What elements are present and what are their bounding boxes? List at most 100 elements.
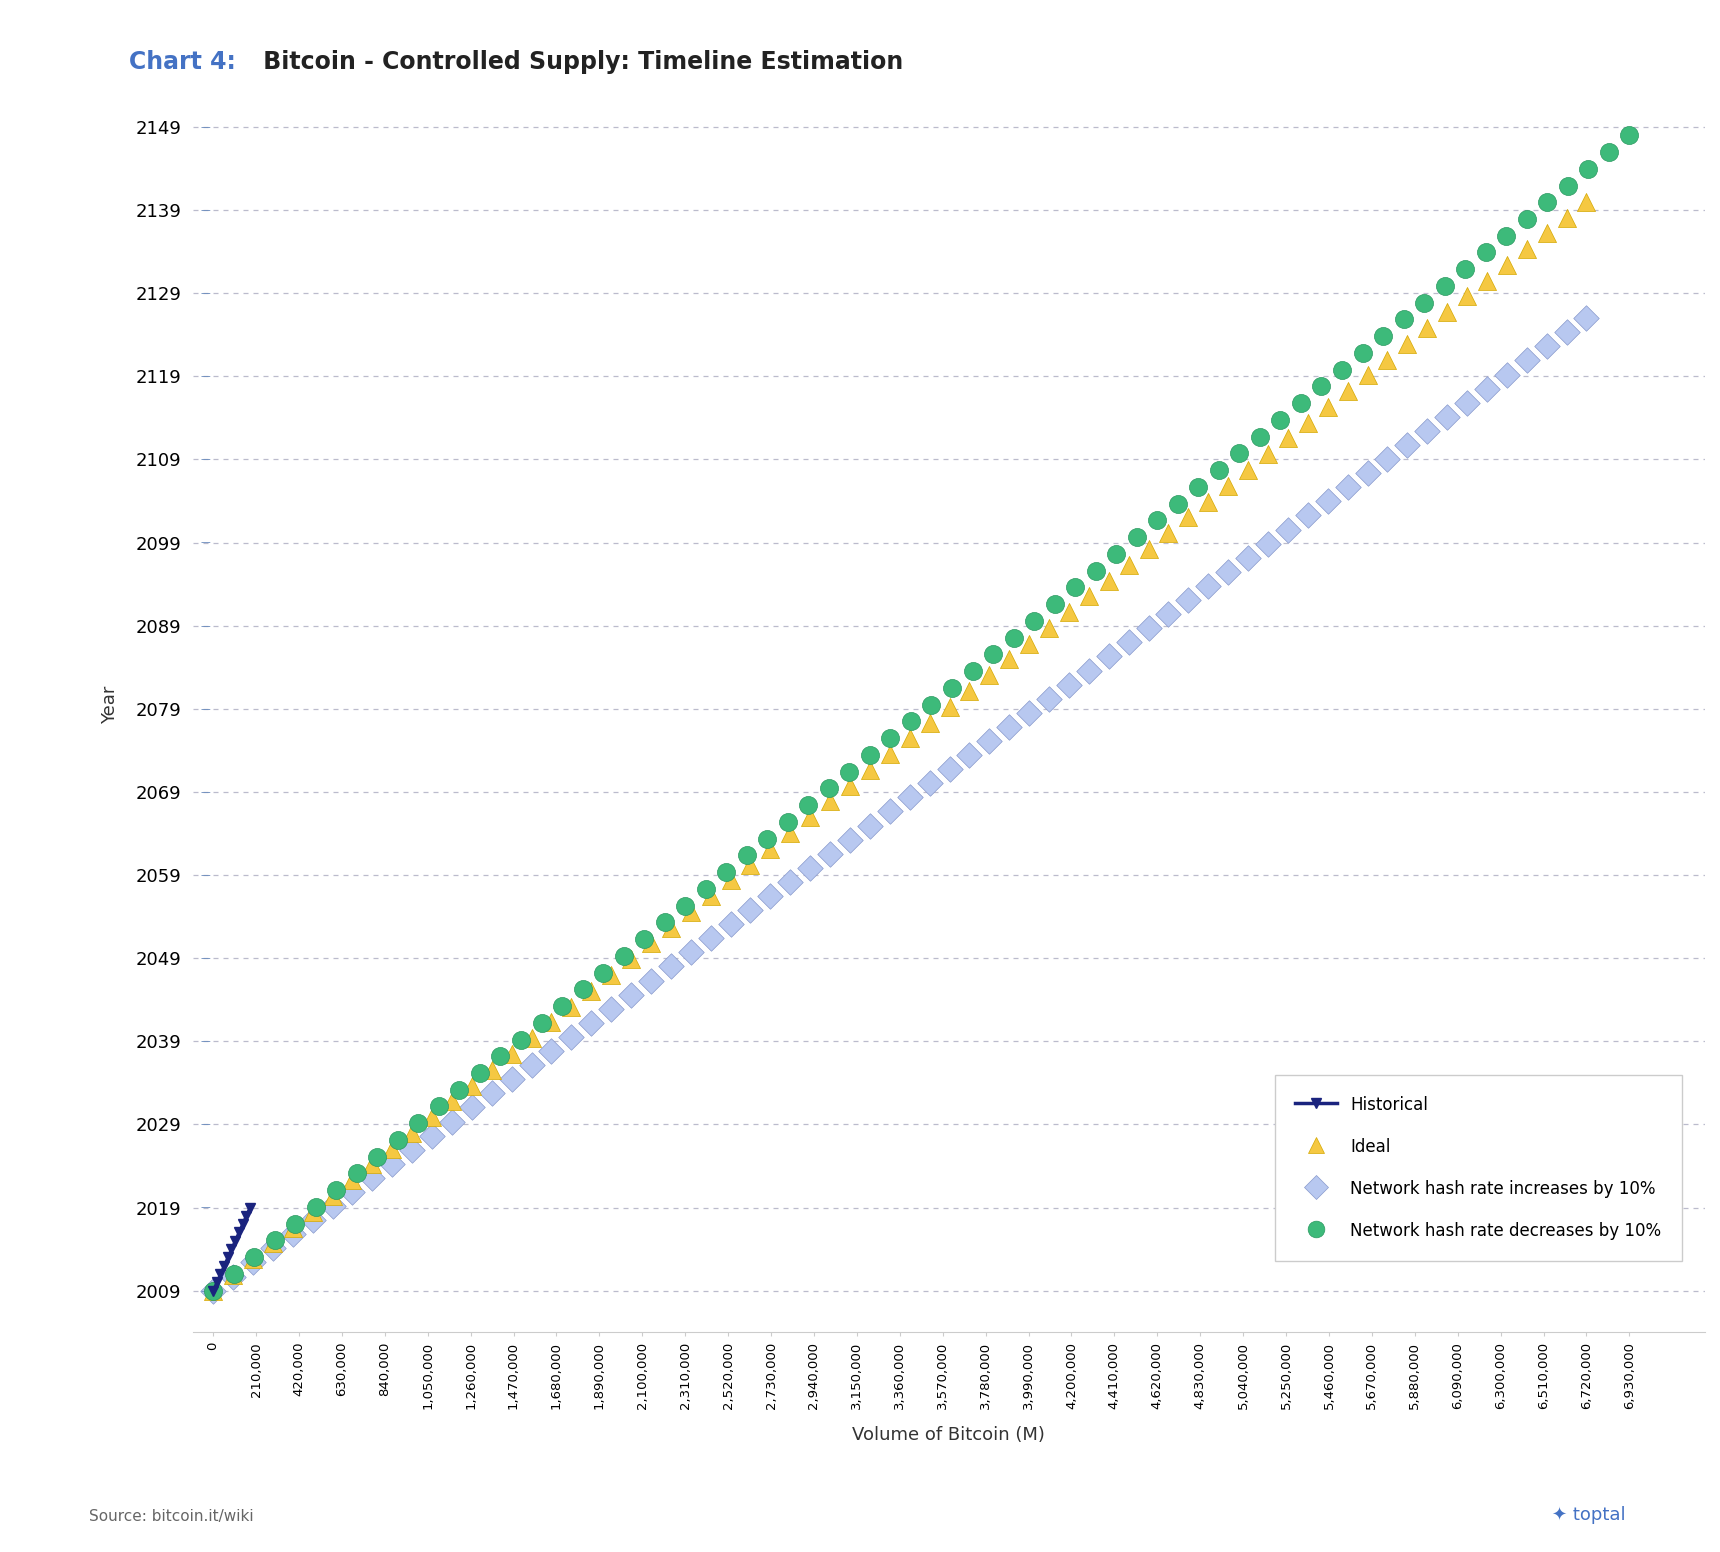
Point xyxy=(1453,284,1481,309)
Point xyxy=(399,1121,427,1145)
Text: —: — xyxy=(201,455,212,464)
Point xyxy=(796,805,824,830)
Point xyxy=(1328,357,1355,382)
Point xyxy=(1472,241,1500,265)
Point xyxy=(478,1057,506,1082)
Point xyxy=(1135,616,1163,641)
Point xyxy=(303,1195,330,1220)
Point xyxy=(1553,320,1581,345)
Point xyxy=(1103,542,1130,566)
Text: —: — xyxy=(201,1037,212,1046)
Point xyxy=(299,1207,327,1232)
Point xyxy=(363,1144,390,1169)
Text: —: — xyxy=(201,123,212,132)
Point xyxy=(1333,379,1361,404)
Point xyxy=(378,1152,406,1176)
Point xyxy=(1254,442,1281,467)
Point xyxy=(1452,256,1479,281)
Point xyxy=(717,868,745,892)
Point xyxy=(1354,363,1381,388)
Point xyxy=(1534,189,1562,214)
Point xyxy=(1115,553,1142,577)
Point xyxy=(1433,300,1460,324)
X-axis label: Volume of Bitcoin (M): Volume of Bitcoin (M) xyxy=(853,1426,1046,1443)
Point xyxy=(1247,424,1275,449)
Point xyxy=(458,1072,485,1097)
Point xyxy=(384,1128,411,1153)
Point xyxy=(650,909,678,934)
Point xyxy=(1514,206,1541,231)
Point xyxy=(1135,537,1163,562)
Point xyxy=(671,892,698,917)
Point xyxy=(1194,489,1221,514)
Text: —: — xyxy=(201,537,212,548)
Point xyxy=(339,1167,366,1192)
Point xyxy=(636,968,664,993)
Point xyxy=(1514,237,1541,262)
Point xyxy=(936,694,963,719)
Point xyxy=(877,726,905,751)
Point xyxy=(1553,205,1581,230)
Point xyxy=(875,742,903,767)
Point xyxy=(1293,503,1321,528)
Point xyxy=(1144,508,1171,532)
Point xyxy=(1615,123,1643,147)
Legend: Historical, Ideal, Network hash rate increases by 10%, Network hash rate decreas: Historical, Ideal, Network hash rate inc… xyxy=(1276,1076,1682,1262)
Point xyxy=(260,1231,287,1256)
Point xyxy=(322,1178,349,1203)
Point xyxy=(1235,545,1262,570)
Point xyxy=(518,1026,545,1051)
Point xyxy=(1015,632,1042,656)
Point xyxy=(439,1090,466,1114)
Point xyxy=(1474,376,1502,400)
Point xyxy=(1493,253,1520,278)
Point xyxy=(1254,531,1281,556)
Point xyxy=(1393,332,1421,357)
Point xyxy=(936,757,963,782)
Point xyxy=(220,1262,248,1287)
Point xyxy=(956,678,984,703)
Point xyxy=(279,1215,306,1240)
Point xyxy=(1035,686,1063,711)
Point xyxy=(630,927,657,951)
Point xyxy=(1374,447,1402,472)
Point xyxy=(1096,568,1123,593)
Point xyxy=(736,852,764,877)
Point xyxy=(1115,630,1142,655)
Point xyxy=(497,1066,525,1091)
Point xyxy=(1533,220,1560,245)
Point xyxy=(996,714,1023,739)
Point xyxy=(1185,475,1213,500)
Point xyxy=(1431,273,1459,298)
Point xyxy=(218,1262,246,1287)
Point xyxy=(617,947,645,972)
Point xyxy=(857,813,884,838)
Point xyxy=(918,692,946,717)
Text: —: — xyxy=(201,871,212,880)
Point xyxy=(875,799,903,824)
Point xyxy=(378,1136,406,1161)
Point xyxy=(1410,290,1438,315)
Point xyxy=(1266,408,1293,433)
Point xyxy=(1293,410,1321,435)
Point xyxy=(717,911,745,936)
Point xyxy=(757,837,784,861)
Point xyxy=(1572,306,1600,331)
Point xyxy=(915,711,943,736)
Point xyxy=(617,982,645,1007)
Point xyxy=(299,1200,327,1225)
Point xyxy=(239,1246,267,1271)
Point xyxy=(241,1245,268,1270)
Point xyxy=(774,810,802,835)
Point xyxy=(733,843,760,868)
Point xyxy=(1175,504,1202,529)
Point xyxy=(1061,574,1089,599)
Point xyxy=(358,1152,385,1176)
Point xyxy=(318,1184,346,1209)
Point xyxy=(1314,489,1342,514)
Point xyxy=(836,773,863,798)
Point xyxy=(636,931,664,956)
Point xyxy=(578,978,605,1003)
Point xyxy=(1075,584,1103,608)
Point xyxy=(1374,348,1402,372)
